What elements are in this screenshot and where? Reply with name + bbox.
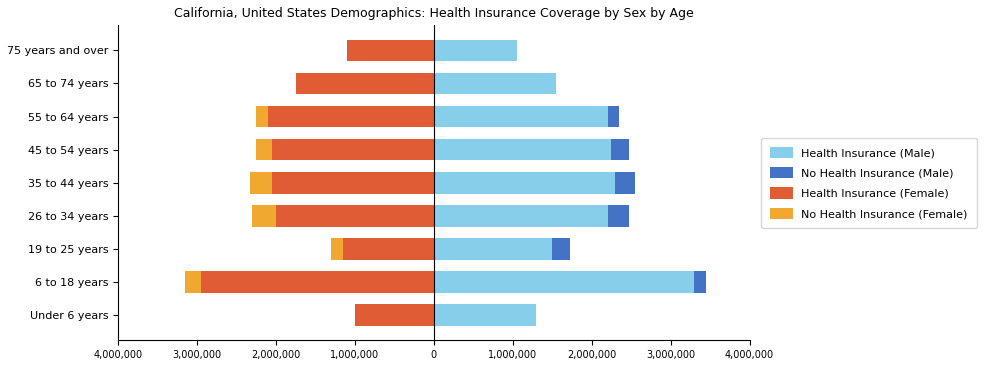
- Bar: [185, 271, 201, 293]
- Legend: Health Insurance (Male), No Health Insurance (Male), Health Insurance (Female), : Health Insurance (Male), No Health Insur…: [761, 138, 977, 228]
- Bar: [201, 271, 433, 293]
- Bar: [331, 238, 343, 260]
- Bar: [694, 271, 706, 293]
- Bar: [433, 73, 557, 94]
- Bar: [433, 106, 608, 127]
- Title: California, United States Demographics: Health Insurance Coverage by Sex by Age: California, United States Demographics: …: [174, 7, 693, 20]
- Bar: [433, 238, 553, 260]
- Bar: [250, 172, 272, 193]
- Bar: [612, 139, 628, 160]
- Bar: [347, 40, 433, 61]
- Bar: [256, 106, 268, 127]
- Bar: [608, 205, 628, 227]
- Bar: [296, 73, 433, 94]
- Bar: [343, 238, 433, 260]
- Bar: [616, 172, 635, 193]
- Bar: [433, 139, 612, 160]
- Bar: [256, 139, 272, 160]
- Bar: [268, 106, 433, 127]
- Bar: [433, 40, 517, 61]
- Bar: [433, 305, 537, 326]
- Bar: [252, 205, 276, 227]
- Bar: [433, 271, 694, 293]
- Bar: [272, 139, 433, 160]
- Bar: [553, 238, 570, 260]
- Bar: [433, 205, 608, 227]
- Bar: [272, 172, 433, 193]
- Bar: [433, 172, 616, 193]
- Bar: [276, 205, 433, 227]
- Bar: [355, 305, 433, 326]
- Bar: [608, 106, 620, 127]
